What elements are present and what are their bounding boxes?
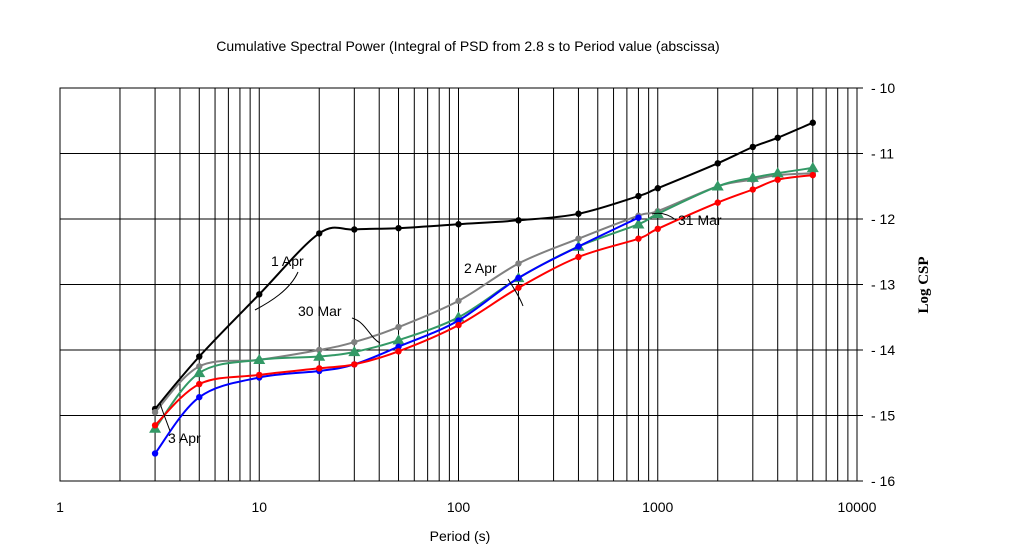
annotation-leader-31-mar — [651, 212, 677, 221]
data-point — [316, 346, 323, 354]
data-point — [774, 134, 781, 141]
y-tick-labels: - 10 - 11 - 12 - 13 - 14 - 15 - 16 — [857, 80, 895, 489]
annotation-leader-1-apr — [254, 271, 299, 311]
data-point — [749, 143, 757, 151]
x-tick-label: 10 — [251, 499, 267, 515]
annotation-leader-30-mar — [351, 317, 381, 344]
data-point — [654, 185, 661, 192]
data-point — [316, 230, 323, 237]
data-point — [809, 119, 816, 126]
data-point — [395, 348, 402, 355]
data-point — [575, 243, 582, 250]
x-tick-label: 1000 — [642, 499, 673, 515]
series-group — [149, 119, 819, 457]
series-31-mar — [151, 171, 816, 429]
data-point — [196, 353, 203, 360]
data-point — [256, 371, 263, 379]
annotation-31-mar: 31 Mar — [678, 212, 722, 228]
data-point — [455, 297, 462, 305]
series-line-30-mar — [154, 166, 813, 430]
data-point — [253, 353, 266, 365]
x-tick-labels: 1 10 100 1000 10000 — [56, 499, 877, 515]
y-tick-label: - 13 — [871, 277, 895, 293]
data-point — [196, 363, 203, 370]
data-point — [151, 450, 159, 457]
data-point — [714, 160, 721, 167]
data-point — [151, 422, 159, 429]
data-point — [196, 380, 203, 388]
data-point — [348, 345, 361, 357]
data-point — [395, 343, 402, 350]
x-tick-label: 1 — [56, 499, 64, 515]
data-point — [455, 317, 462, 324]
data-point — [351, 361, 358, 368]
annotations: 1 Apr 2 Apr 30 Mar 31 Mar 3 Apr — [159, 212, 722, 446]
data-point — [515, 284, 522, 291]
annotation-1-apr: 1 Apr — [271, 253, 304, 269]
data-point — [635, 214, 642, 221]
data-point — [575, 210, 582, 217]
x-axis-label: Period (s) — [430, 528, 491, 544]
data-point — [515, 217, 522, 224]
data-point — [455, 321, 462, 329]
data-point — [313, 350, 326, 361]
data-point — [774, 176, 781, 183]
data-point — [771, 167, 784, 178]
annotation-leader-2-apr — [507, 278, 524, 307]
annotation-leader-3-apr — [159, 402, 171, 432]
y-tick-label: - 10 — [871, 80, 895, 96]
data-point — [392, 334, 405, 345]
y-tick-label: - 12 — [871, 211, 895, 227]
data-point — [256, 291, 263, 298]
annotation-3-apr: 3 Apr — [168, 430, 201, 446]
data-point — [193, 366, 206, 378]
data-point — [809, 171, 816, 179]
y-tick-label: - 14 — [871, 342, 895, 358]
annotation-30-mar: 30 Mar — [298, 303, 342, 319]
series-line-3-apr — [154, 216, 639, 455]
y-tick-label: - 11 — [871, 146, 894, 162]
data-point — [654, 225, 661, 233]
data-point — [635, 235, 642, 242]
y-axis-label: Log CSP — [916, 256, 932, 313]
annotation-2-apr: 2 Apr — [464, 260, 497, 276]
data-point — [151, 409, 159, 416]
grid — [60, 88, 857, 481]
data-point — [515, 274, 522, 282]
x-tick-label: 100 — [447, 499, 471, 515]
data-point — [316, 365, 323, 372]
data-point — [395, 224, 402, 232]
data-point — [711, 180, 724, 191]
data-point — [806, 161, 819, 173]
data-point — [575, 235, 582, 242]
data-point — [749, 186, 757, 193]
data-point — [351, 226, 358, 233]
data-point — [632, 218, 645, 229]
data-point — [575, 253, 582, 261]
data-point — [196, 393, 203, 401]
data-point — [714, 199, 721, 206]
data-point — [635, 192, 642, 200]
y-tick-label: - 15 — [871, 408, 895, 424]
y-tick-label: - 16 — [871, 473, 895, 489]
data-point — [351, 338, 358, 346]
data-point — [395, 323, 402, 331]
series-3-apr — [151, 214, 642, 457]
x-tick-label: 10000 — [838, 499, 877, 515]
data-point — [455, 221, 462, 228]
data-point — [746, 171, 759, 182]
chart-title: Cumulative Spectral Power (Integral of P… — [216, 38, 719, 54]
data-point — [515, 260, 522, 267]
